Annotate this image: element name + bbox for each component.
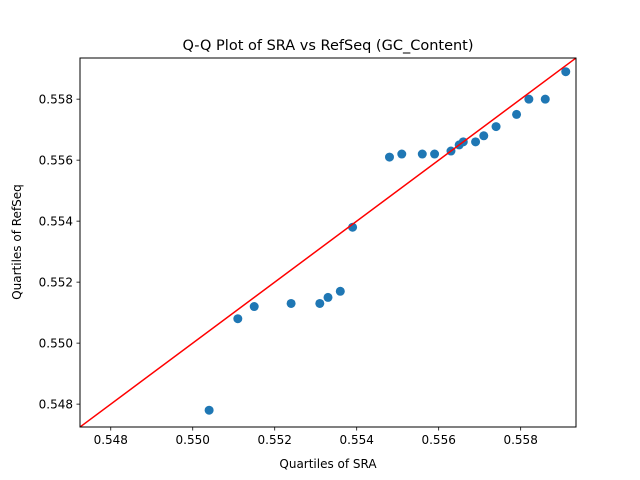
- y-tick-label-3: 0.552: [39, 276, 73, 290]
- data-point-19: [512, 109, 522, 119]
- y-axis-title: Quartiles of RefSeq: [10, 184, 24, 300]
- data-point-3: [249, 302, 259, 312]
- data-point-10: [397, 149, 407, 159]
- data-point-9: [384, 152, 394, 162]
- data-point-5: [315, 298, 325, 308]
- x-tick-label-1: 0.548: [94, 433, 128, 447]
- data-point-6: [323, 292, 333, 302]
- x-axis-title: Quartiles of SRA: [279, 457, 377, 471]
- x-tick-label-5: 0.556: [421, 433, 455, 447]
- data-point-17: [479, 131, 489, 141]
- y-tick-label-6: 0.558: [39, 93, 73, 107]
- data-point-22: [561, 67, 571, 77]
- data-point-2: [233, 314, 243, 324]
- data-point-7: [335, 286, 345, 296]
- x-tick-label-4: 0.554: [340, 433, 374, 447]
- data-point-20: [524, 94, 534, 104]
- chart-title: Q-Q Plot of SRA vs RefSeq (GC_Content): [182, 38, 473, 54]
- y-tick-label-2: 0.550: [39, 337, 73, 351]
- data-point-1: [204, 405, 214, 415]
- y-tick-label-4: 0.554: [39, 215, 73, 229]
- x-tick-label-3: 0.552: [258, 433, 292, 447]
- y-tick-label-5: 0.556: [39, 154, 73, 168]
- data-point-16: [471, 137, 481, 147]
- data-point-4: [286, 298, 296, 308]
- data-point-12: [430, 149, 440, 159]
- data-point-11: [417, 149, 427, 159]
- reference-line: [80, 58, 576, 427]
- data-point-21: [540, 94, 550, 104]
- plot-area: [80, 58, 576, 427]
- y-tick-label-1: 0.548: [39, 398, 73, 412]
- y-axis: 0.548 0.550 0.552 0.554 0.556 0.558: [39, 93, 80, 412]
- x-axis: 0.548 0.550 0.552 0.554 0.556 0.558: [94, 427, 538, 447]
- plot-frame: [79, 57, 577, 428]
- data-point-18: [491, 122, 501, 132]
- x-tick-label-6: 0.558: [503, 433, 537, 447]
- x-tick-label-2: 0.550: [176, 433, 210, 447]
